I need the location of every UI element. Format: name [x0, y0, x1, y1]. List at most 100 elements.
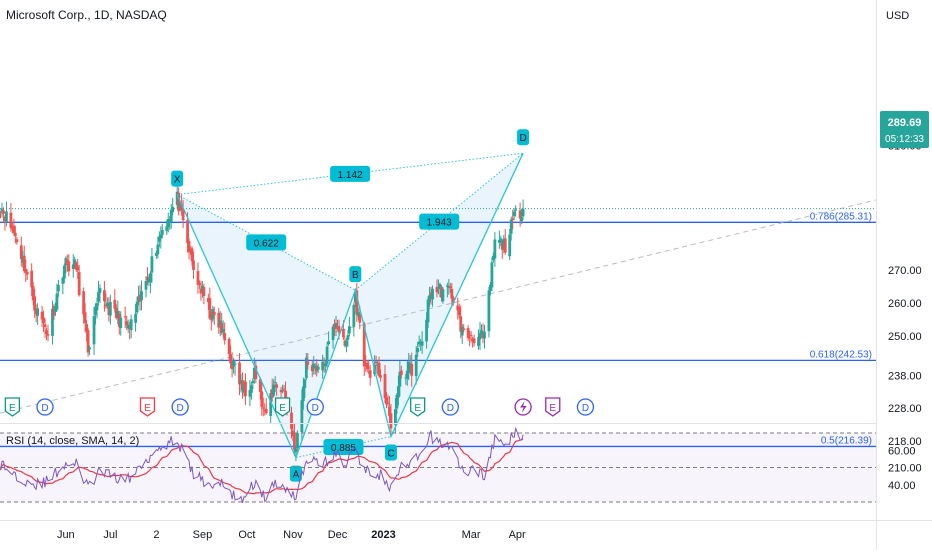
candle-body[interactable] [261, 407, 265, 409]
candle-body[interactable] [420, 341, 424, 346]
candle-body[interactable] [95, 303, 99, 311]
candle-body[interactable] [135, 301, 139, 313]
candle-body[interactable] [56, 285, 60, 292]
candle-body[interactable] [502, 238, 506, 247]
candle-body[interactable] [85, 324, 89, 332]
candle-body[interactable] [520, 217, 523, 222]
candle-body[interactable] [129, 319, 133, 330]
candle-body[interactable] [322, 363, 326, 365]
candle-body[interactable] [490, 262, 494, 288]
candle-body[interactable] [383, 373, 387, 399]
candle-body[interactable] [156, 244, 160, 255]
candle-body[interactable] [168, 219, 172, 222]
candle-body[interactable] [221, 329, 225, 333]
candle-body[interactable] [334, 322, 338, 329]
candle-body[interactable] [21, 256, 25, 263]
candle-body[interactable] [416, 348, 420, 353]
candle-body[interactable] [123, 316, 127, 318]
candle-body[interactable] [377, 362, 381, 376]
candle-body[interactable] [241, 380, 244, 391]
candle-body[interactable] [209, 319, 213, 321]
candle-body[interactable] [358, 314, 362, 323]
candle-body[interactable] [198, 283, 201, 286]
candle-body[interactable] [137, 296, 140, 302]
candle-body[interactable] [451, 297, 455, 304]
candle-body[interactable] [94, 306, 97, 316]
candle-body[interactable] [3, 216, 7, 222]
candle-body[interactable] [365, 362, 369, 370]
candle-body[interactable] [462, 328, 466, 331]
candle-body[interactable] [480, 330, 483, 335]
candle-body[interactable] [206, 297, 210, 303]
candle-body[interactable] [103, 290, 106, 302]
candle-body[interactable] [342, 329, 345, 338]
candle-body[interactable] [457, 307, 461, 316]
candle-body[interactable] [386, 402, 390, 404]
candle-body[interactable] [398, 371, 402, 387]
candle-body[interactable] [171, 206, 175, 213]
candle-body[interactable] [157, 236, 161, 242]
candle-body[interactable] [445, 285, 449, 287]
candle-body[interactable] [108, 302, 112, 316]
candle-body[interactable] [487, 290, 491, 332]
candle-body[interactable] [456, 305, 460, 311]
candle-body[interactable] [149, 273, 152, 283]
candle-body[interactable] [293, 433, 296, 450]
candle-body[interactable] [92, 316, 96, 345]
candle-body[interactable] [40, 311, 44, 320]
candle-body[interactable] [499, 238, 503, 243]
candle-body[interactable] [208, 298, 212, 319]
candle-body[interactable] [275, 384, 279, 388]
candle-body[interactable] [52, 305, 56, 316]
candle-body[interactable] [284, 390, 287, 400]
candle-body[interactable] [441, 289, 445, 302]
candles-layer[interactable] [0, 185, 525, 462]
candle-body[interactable] [419, 343, 423, 345]
candle-body[interactable] [177, 192, 181, 212]
candle-body[interactable] [105, 302, 109, 307]
event-marker-d[interactable]: D [36, 398, 54, 416]
candle-body[interactable] [138, 294, 142, 302]
candle-body[interactable] [438, 284, 442, 289]
candle-body[interactable] [98, 288, 102, 293]
candle-body[interactable] [405, 370, 409, 379]
candle-body[interactable] [333, 323, 336, 330]
candle-body[interactable] [113, 299, 117, 309]
event-marker-e[interactable]: E [274, 397, 291, 417]
candle-body[interactable] [220, 322, 224, 333]
candle-body[interactable] [491, 255, 495, 260]
candle-body[interactable] [269, 393, 273, 416]
candle-body[interactable] [165, 226, 169, 231]
candle-body[interactable] [169, 209, 173, 223]
candle-body[interactable] [272, 384, 276, 396]
event-marker-e[interactable]: E [139, 397, 156, 417]
candle-body[interactable] [273, 381, 277, 383]
candle-body[interactable] [336, 326, 339, 329]
candle-body[interactable] [511, 218, 515, 220]
event-marker-d[interactable]: D [306, 398, 324, 416]
candle-body[interactable] [227, 338, 231, 355]
candle-body[interactable] [306, 361, 310, 365]
candle-body[interactable] [426, 299, 430, 323]
candle-body[interactable] [264, 408, 268, 414]
candle-body[interactable] [12, 225, 16, 234]
candle-body[interactable] [489, 284, 492, 291]
candle-body[interactable] [140, 291, 143, 301]
event-marker-split[interactable] [514, 398, 532, 416]
candle-body[interactable] [304, 357, 308, 379]
candle-body[interactable] [290, 412, 293, 429]
candle-body[interactable] [181, 209, 185, 221]
candle-body[interactable] [459, 316, 463, 332]
candle-body[interactable] [460, 326, 464, 336]
event-marker-e[interactable]: E [4, 397, 21, 417]
candle-body[interactable] [154, 253, 158, 256]
candle-body[interactable] [232, 361, 235, 367]
candle-body[interactable] [83, 312, 87, 324]
candle-body[interactable] [114, 308, 118, 319]
candle-body[interactable] [296, 433, 299, 449]
candle-body[interactable] [54, 306, 57, 313]
candle-body[interactable] [229, 354, 233, 364]
candle-body[interactable] [126, 324, 130, 329]
candle-body[interactable] [408, 363, 412, 365]
